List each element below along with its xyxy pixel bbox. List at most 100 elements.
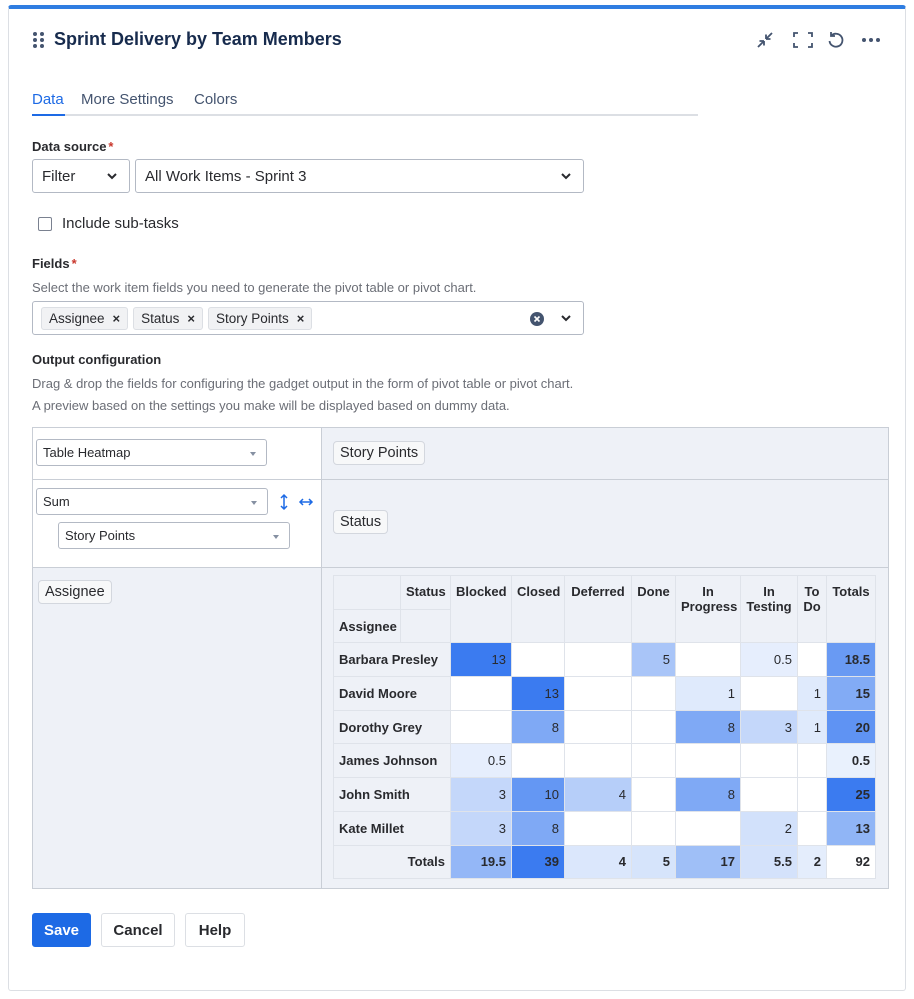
header-row: Status Blocked Closed Deferred Done In Progre… xyxy=(333,574,876,644)
header-actions[interactable] xyxy=(755,30,885,50)
checkbox[interactable] xyxy=(38,217,52,231)
heat-cell: 2 xyxy=(740,810,798,846)
corner-cell xyxy=(333,575,401,610)
cancel-button[interactable]: Cancel xyxy=(101,913,175,947)
column-header: In Progress xyxy=(675,574,741,644)
field-label: Data source * xyxy=(32,139,113,154)
source-select[interactable]: All Work Items - Sprint 3 xyxy=(135,159,584,193)
column-header: Done xyxy=(631,574,676,644)
heat-cell xyxy=(675,743,741,779)
row-field[interactable]: Assignee xyxy=(38,580,112,604)
column-field[interactable]: Status xyxy=(333,510,389,534)
tag-remove[interactable]: × xyxy=(112,310,121,326)
drag-handle[interactable] xyxy=(32,31,46,49)
swap-icons[interactable] xyxy=(277,493,315,511)
heat-cell: 8 xyxy=(675,709,741,745)
row-header-label: Assignee xyxy=(333,608,401,644)
heat-cell xyxy=(631,709,676,745)
row-name: Dorothy Grey xyxy=(333,709,451,745)
row-name: Kate Millet xyxy=(333,810,451,846)
heat-cell xyxy=(450,709,512,745)
field-label: Fields * xyxy=(32,256,77,271)
fields-multiselect[interactable]: Assignee × Status × Story Points × xyxy=(32,301,584,335)
heat-cell: 5 xyxy=(631,844,676,880)
required-mark: * xyxy=(71,256,77,271)
tag-remove[interactable]: × xyxy=(296,310,305,326)
tab[interactable]: Colors xyxy=(194,91,238,108)
clear-icon[interactable] xyxy=(530,312,544,326)
data-row: David Moore 13 1 1 15 xyxy=(333,676,876,711)
tab-indicator xyxy=(32,114,65,116)
row-name: John Smith xyxy=(333,777,451,812)
measure-select[interactable]: Story Points xyxy=(58,522,290,549)
heat-cell xyxy=(564,743,632,779)
tab[interactable]: Data xyxy=(32,91,64,108)
chevron xyxy=(561,315,571,322)
column-header: In Testing xyxy=(740,574,798,644)
column-header: Closed xyxy=(511,574,565,644)
heat-cell xyxy=(450,676,512,711)
help-text: A preview based on the settings you make… xyxy=(32,398,510,413)
field-tag: Assignee × xyxy=(41,306,129,330)
heat-cell xyxy=(797,743,827,779)
data-row: James Johnson 0.5 0.5 xyxy=(333,743,876,779)
chart-type-select[interactable]: Table Heatmap xyxy=(36,439,267,466)
heat-cell xyxy=(564,810,632,846)
heat-cell: 2 xyxy=(797,844,827,880)
field-tag: Story Points × xyxy=(208,306,313,330)
corner-cell xyxy=(400,608,451,644)
heat-cell xyxy=(564,676,632,711)
divider xyxy=(33,567,888,568)
heat-cell xyxy=(631,777,676,812)
heat-cell xyxy=(511,642,565,678)
heat-cell: 1 xyxy=(675,676,741,711)
row-name: Barbara Presley xyxy=(333,642,451,678)
heat-cell xyxy=(564,709,632,745)
aggregation-select[interactable]: Sum xyxy=(36,488,268,515)
heat-cell xyxy=(631,743,676,779)
tag-text: Status xyxy=(141,310,180,326)
heat-cell: 3 xyxy=(450,777,512,812)
heat-cell: 15 xyxy=(826,676,876,711)
value-field[interactable]: Story Points xyxy=(333,441,426,465)
help-button[interactable]: Help xyxy=(185,913,245,947)
column-header: Blocked xyxy=(450,574,512,644)
data-row: Barbara Presley 13 5 0.5 18.5 xyxy=(333,642,876,678)
header-row: Assignee xyxy=(333,608,876,644)
save-button[interactable]: Save xyxy=(32,913,91,947)
heat-cell: 1 xyxy=(797,709,827,745)
tab[interactable]: More Settings xyxy=(81,91,174,108)
heat-cell xyxy=(797,642,827,678)
heat-cell: 8 xyxy=(675,777,741,812)
row-name: James Johnson xyxy=(333,743,451,779)
checkbox-label: Include sub-tasks xyxy=(62,215,179,232)
heat-cell: 8 xyxy=(511,810,565,846)
heat-cell: 0.5 xyxy=(740,642,798,678)
source-type-select[interactable]: Filter xyxy=(32,159,130,193)
heat-cell: 5 xyxy=(631,642,676,678)
heat-cell xyxy=(631,676,676,711)
select-value: Table Heatmap xyxy=(43,445,131,460)
heat-cell: 13 xyxy=(511,676,565,711)
tag-remove[interactable]: × xyxy=(187,310,196,326)
row-name: David Moore xyxy=(333,676,451,711)
heat-cell: 1 xyxy=(797,676,827,711)
divider xyxy=(321,428,322,888)
heat-cell: 17 xyxy=(675,844,741,880)
heat-cell xyxy=(740,676,798,711)
heat-cell: 8 xyxy=(511,709,565,745)
data-row: Kate Millet 3 8 2 13 xyxy=(333,810,876,846)
heat-cell: 0.5 xyxy=(450,743,512,779)
gadget-card xyxy=(8,5,906,991)
heat-cell: 39 xyxy=(511,844,565,880)
heat-cell: 4 xyxy=(564,844,632,880)
data-row: Dorothy Grey 8 8 3 1 20 xyxy=(333,709,876,745)
select-value: Sum xyxy=(43,494,70,509)
field-tag: Status × xyxy=(133,306,204,330)
gadget-title: Sprint Delivery by Team Members xyxy=(54,29,342,49)
heat-cell: 18.5 xyxy=(826,642,876,678)
tag-text: Story Points xyxy=(216,310,289,326)
column-header: To Do xyxy=(797,574,827,644)
divider xyxy=(33,479,888,480)
heat-cell: 13 xyxy=(826,810,876,846)
